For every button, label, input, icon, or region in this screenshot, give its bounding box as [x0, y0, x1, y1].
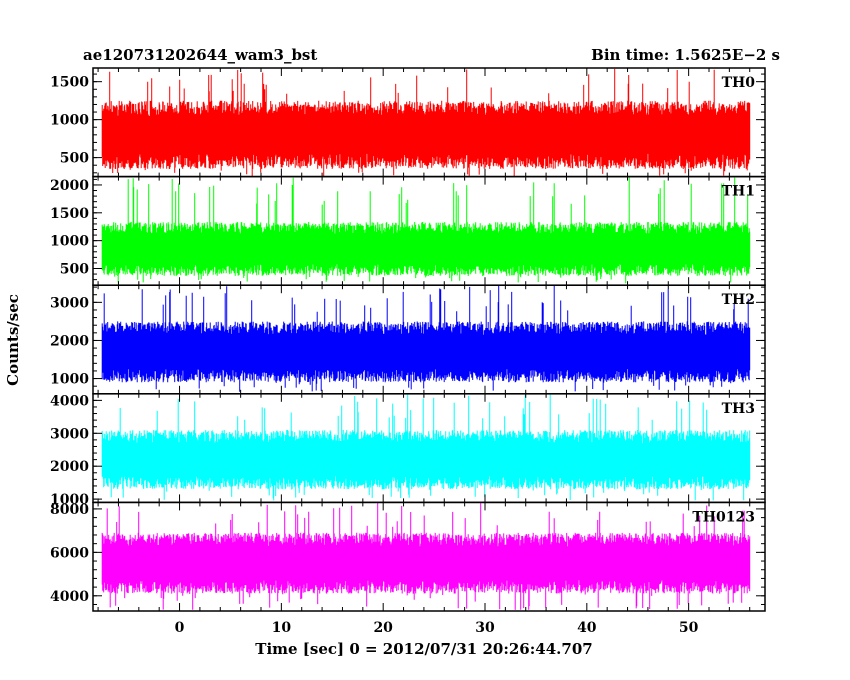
panel-frame	[92, 501, 766, 612]
x-tick-label: 50	[679, 620, 699, 636]
y-tick-label: 1000	[50, 234, 89, 250]
y-tick-label: 2000	[50, 459, 89, 475]
x-axis-title: Time [sec] 0 = 2012/07/31 20:26:44.707	[255, 640, 592, 658]
y-tick-label: 500	[60, 261, 89, 277]
y-tick-label: 1500	[50, 206, 89, 222]
y-tick-label: 6000	[50, 545, 89, 561]
panel-label-th1: TH1	[722, 184, 755, 200]
y-tick-label: 1000	[50, 113, 89, 129]
panels: 500 1000 1500 TH0 500 1000 1500 2000 TH1 1000 2000…	[50, 67, 766, 612]
panel-th2: 1000 2000 3000 TH2	[50, 284, 766, 395]
x-tick-label: 20	[373, 620, 393, 636]
series-th1-line	[101, 177, 751, 284]
panel-th3: 1000 2000 3000 4000 TH3	[50, 393, 766, 508]
panel-label-th3: TH3	[722, 401, 755, 417]
y-tick-label: 3000	[50, 295, 89, 311]
series-th0123-line	[101, 502, 751, 610]
panel-label-th2: TH2	[722, 292, 755, 308]
x-axis: 0 10 20 30 40 50	[175, 620, 699, 636]
series-th3-line	[101, 394, 751, 501]
panel-th1: 500 1000 1500 2000 TH1	[50, 175, 766, 286]
y-tick-label: 2000	[50, 178, 89, 194]
chart-title-right: Bin time: 1.5625E−2 s	[591, 46, 780, 64]
series-th2-line	[101, 285, 751, 392]
panel-label-th0123: TH0123	[692, 509, 755, 525]
panel-label-th0: TH0	[722, 75, 756, 91]
panel-th0: 500 1000 1500 TH0	[50, 67, 766, 178]
y-tick-label: 1000	[50, 372, 89, 388]
y-tick-label: 3000	[50, 426, 89, 442]
series-th0-line	[101, 68, 751, 177]
x-tick-label: 0	[175, 620, 185, 636]
y-tick-label: 1500	[50, 75, 89, 91]
y-tick-label: 4000	[50, 393, 89, 409]
x-tick-label: 40	[577, 620, 597, 636]
y-tick-label: 1000	[50, 492, 89, 508]
y-tick-label: 2000	[50, 333, 89, 349]
y-axis-title: Counts/sec	[4, 294, 22, 386]
x-tick-label: 30	[475, 620, 495, 636]
y-tick-label: 500	[60, 151, 89, 167]
x-tick-label: 10	[272, 620, 292, 636]
y-tick-label: 8000	[50, 502, 89, 518]
panel-th0123: 4000 6000 8000 TH0123	[50, 501, 766, 612]
y-tick-label: 4000	[50, 589, 89, 605]
chart-title-left: ae120731202644_wam3_bst	[83, 46, 317, 64]
